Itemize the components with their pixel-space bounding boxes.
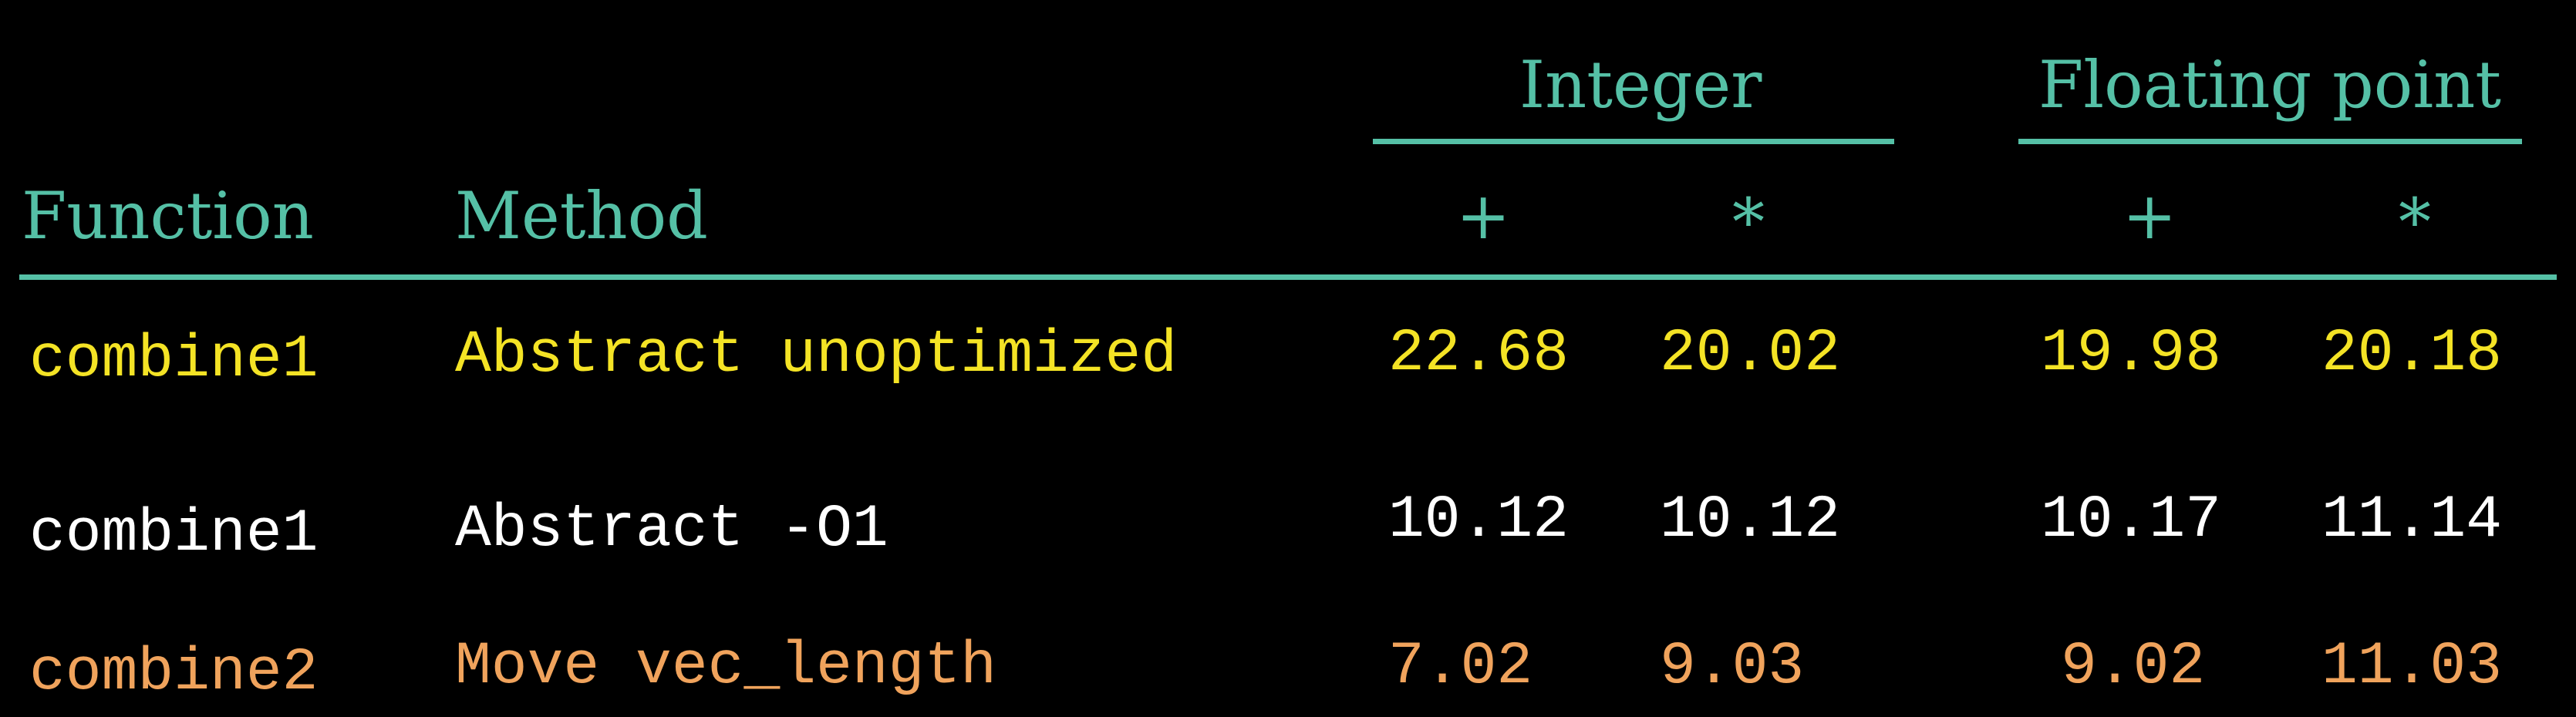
integer-group-underline <box>1373 139 1894 144</box>
row-fp-mul: 11.03 <box>2321 633 2503 701</box>
row-fp-mul: 20.18 <box>2321 320 2503 388</box>
row-fp-add: 10.17 <box>2041 486 2222 554</box>
header-method: Method <box>455 178 708 254</box>
row-int-add: 7.02 <box>1388 633 1533 701</box>
header-integer-add: + <box>1456 178 1511 254</box>
row-method: Abstract -O1 <box>455 496 888 564</box>
row-method: Abstract unoptimized <box>455 321 1178 389</box>
row-int-mul: 20.02 <box>1660 320 1841 388</box>
row-int-add: 10.12 <box>1388 486 1570 554</box>
row-fp-add: 19.98 <box>2041 320 2222 388</box>
header-integer-multiply: * <box>1732 184 1765 260</box>
row-fp-add: 9.02 <box>2061 633 2206 701</box>
row-int-add: 22.68 <box>1388 320 1570 388</box>
row-fp-mul: 11.14 <box>2321 486 2503 554</box>
header-underline <box>19 274 2557 280</box>
row-int-mul: 10.12 <box>1660 486 1841 554</box>
header-group-integer: Integer <box>1519 47 1762 123</box>
header-float-add: + <box>2123 178 2177 254</box>
row-function: combine2 <box>29 639 319 707</box>
row-method: Move vec_length <box>455 633 997 701</box>
header-group-floating-point: Floating point <box>2038 47 2502 123</box>
row-int-mul: 9.03 <box>1660 633 1805 701</box>
row-function: combine1 <box>29 500 319 568</box>
row-function: combine1 <box>29 326 319 394</box>
floating-point-group-underline <box>2018 139 2522 144</box>
header-float-multiply: * <box>2399 184 2431 260</box>
header-function: Function <box>22 178 314 254</box>
